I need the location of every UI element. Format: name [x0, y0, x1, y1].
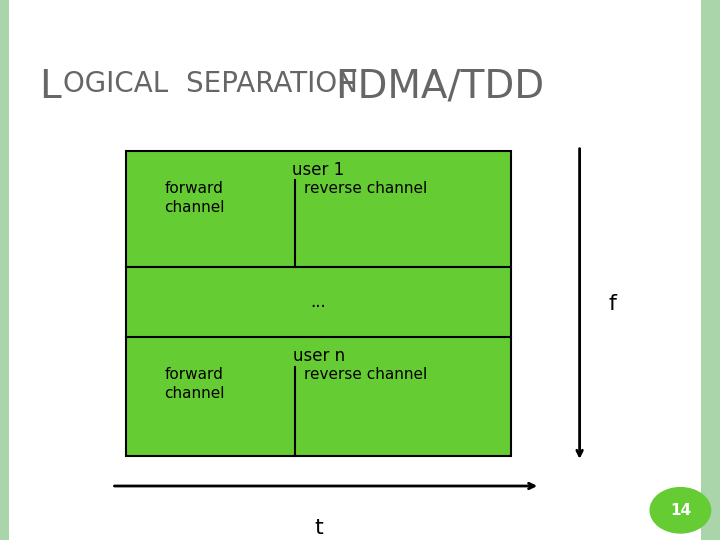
Text: t: t — [314, 518, 323, 538]
Text: reverse channel: reverse channel — [304, 367, 428, 382]
Text: f: f — [608, 294, 616, 314]
Text: reverse channel: reverse channel — [304, 181, 428, 196]
Text: L: L — [40, 68, 61, 105]
Text: user 1: user 1 — [292, 161, 345, 179]
Text: 14: 14 — [670, 503, 691, 518]
Text: forward
channel: forward channel — [164, 367, 225, 401]
Bar — [701, 0, 720, 540]
Text: user n: user n — [292, 347, 345, 365]
Text: ...: ... — [311, 293, 326, 311]
Text: FDMA/TDD: FDMA/TDD — [335, 68, 544, 105]
Circle shape — [650, 488, 711, 533]
Bar — [126, 151, 511, 456]
Bar — [0, 0, 9, 540]
Text: forward
channel: forward channel — [164, 181, 225, 214]
Text: OGICAL  SEPARATION: OGICAL SEPARATION — [63, 70, 367, 98]
